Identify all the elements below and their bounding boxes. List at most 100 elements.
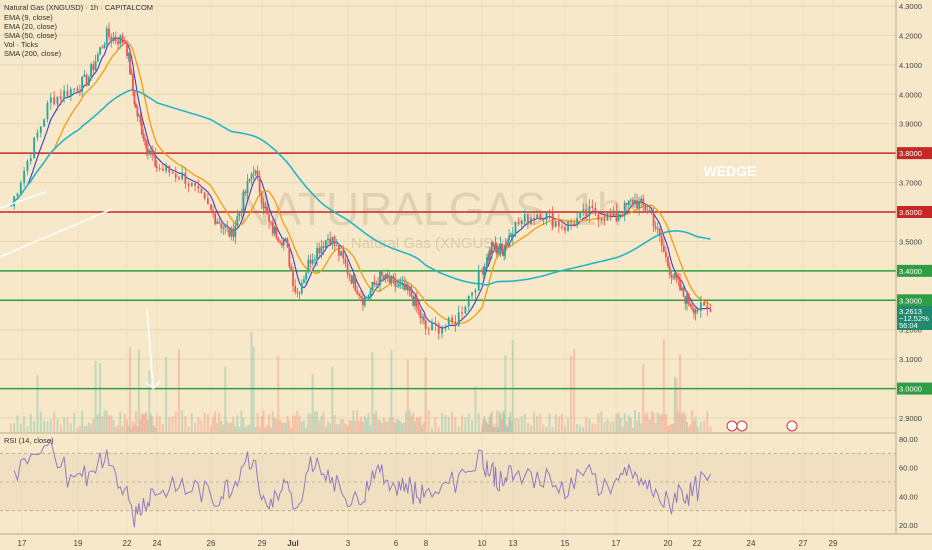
candle-body	[78, 91, 81, 93]
volume-bar	[594, 424, 597, 432]
time-axis[interactable]: 17 19 22 24 26 29 Jul 3 6 8 10 13 15 17 20 22 24 27 29	[18, 539, 838, 548]
candle-body	[316, 247, 318, 260]
volume-bar	[696, 426, 699, 432]
candle-body	[43, 119, 46, 127]
legend-sma200[interactable]: SMA (200, close)	[4, 49, 62, 58]
candle-body	[262, 203, 265, 209]
volume-bar	[703, 421, 706, 432]
candle-body	[92, 64, 95, 71]
volume-bar	[268, 413, 271, 432]
volume-bar	[292, 415, 295, 432]
volume-bar	[501, 410, 504, 432]
candle-body	[536, 214, 539, 219]
chart-title[interactable]: Natural Gas (XNGUSD) · 1h · CAPITALCOM	[4, 3, 153, 12]
candle-body	[356, 290, 359, 295]
candle-body	[296, 291, 299, 293]
candle-body	[367, 295, 370, 298]
candle-body	[471, 292, 473, 296]
volume-bar	[363, 415, 366, 432]
volume-bar	[23, 416, 26, 432]
price-axis[interactable]: 4.3000 4.2000 4.1000 4.0000 3.9000 3.7000 3.50…	[899, 2, 922, 423]
volume-bar	[582, 427, 585, 432]
volume-bar	[324, 426, 327, 432]
volume-bar	[220, 421, 223, 432]
candle-body	[486, 257, 488, 268]
candle-body	[101, 47, 104, 49]
candle-body	[145, 139, 148, 149]
volume-bar	[149, 413, 152, 432]
candle-body	[158, 168, 161, 170]
candle-body	[121, 35, 124, 43]
time-axis-background	[0, 534, 932, 550]
candle-body	[354, 275, 357, 291]
candle-body	[81, 76, 84, 92]
candle-body	[684, 296, 687, 304]
volume-bar	[636, 420, 639, 432]
legend[interactable]: Natural Gas (XNGUSD) · 1h · CAPITALCOM E…	[4, 3, 153, 58]
volume-bar	[612, 421, 615, 432]
volume-bar	[394, 422, 397, 432]
wedge-lines[interactable]	[0, 190, 113, 323]
legend-ema9[interactable]: EMA (9, close)	[4, 13, 53, 22]
volume-bar	[49, 418, 52, 432]
event-markers[interactable]	[726, 420, 798, 432]
candle-body	[143, 138, 146, 140]
rsi-legend[interactable]: RSI (14, close)	[4, 436, 54, 445]
candle-body	[361, 297, 364, 306]
event-flag-icon[interactable]	[736, 420, 748, 432]
event-flag-icon[interactable]	[786, 420, 798, 432]
volume-bar	[333, 414, 336, 432]
level-label-box	[897, 264, 932, 277]
volume-bar	[313, 411, 316, 432]
volume-bar	[326, 421, 329, 432]
volume-bar	[464, 417, 467, 432]
candle-body	[203, 193, 206, 199]
candle-body	[329, 238, 332, 244]
volume-bar	[412, 412, 415, 432]
volume-bar	[81, 410, 84, 432]
candle-body	[573, 223, 576, 226]
volume-bar	[63, 417, 66, 432]
volume-bar	[487, 423, 490, 432]
volume-bar	[309, 413, 312, 432]
candle-body	[214, 213, 217, 224]
rsi-axis[interactable]: 80.00 60.00 40.00 20.00	[899, 435, 918, 530]
volume-bar	[668, 425, 671, 432]
wedge-annotation[interactable]: WEDGE	[704, 163, 757, 179]
time-tick-label: 27	[799, 539, 808, 548]
candle-body	[431, 322, 433, 330]
event-flag-icon[interactable]	[726, 420, 738, 432]
level-label-text: 3.8000	[899, 149, 922, 158]
legend-sma50[interactable]: SMA (50, close)	[4, 31, 57, 40]
volume-bar	[234, 425, 237, 432]
legend-volume[interactable]: Vol · Ticks	[4, 40, 38, 49]
candle-body	[305, 272, 308, 280]
time-tick-label: 26	[207, 539, 216, 548]
volume-bar	[401, 423, 404, 432]
volume-bar	[174, 411, 177, 432]
volume-bar	[171, 416, 174, 432]
volume-bar	[296, 410, 299, 432]
candle-body	[311, 259, 314, 264]
volume-bar	[13, 423, 16, 432]
volume-bar	[447, 416, 450, 432]
candle-body	[399, 284, 402, 286]
target-arrow[interactable]	[145, 309, 161, 390]
candle-body	[542, 219, 545, 221]
volume-bar	[224, 366, 227, 432]
bar-countdown: 56:04	[899, 321, 918, 330]
candle-body	[246, 180, 249, 194]
volume-bar	[656, 412, 659, 432]
candle-body	[600, 218, 603, 220]
volume-bar	[564, 425, 567, 432]
volume-bar	[187, 426, 190, 432]
candle-body	[228, 227, 231, 237]
volume-bar	[567, 417, 570, 432]
volume-bar	[482, 419, 485, 432]
volume-bar	[286, 415, 289, 432]
candle-body	[585, 209, 588, 217]
legend-ema20[interactable]: EMA (20, close)	[4, 22, 57, 31]
candle-body	[240, 210, 243, 212]
time-tick-label: 22	[123, 539, 132, 548]
